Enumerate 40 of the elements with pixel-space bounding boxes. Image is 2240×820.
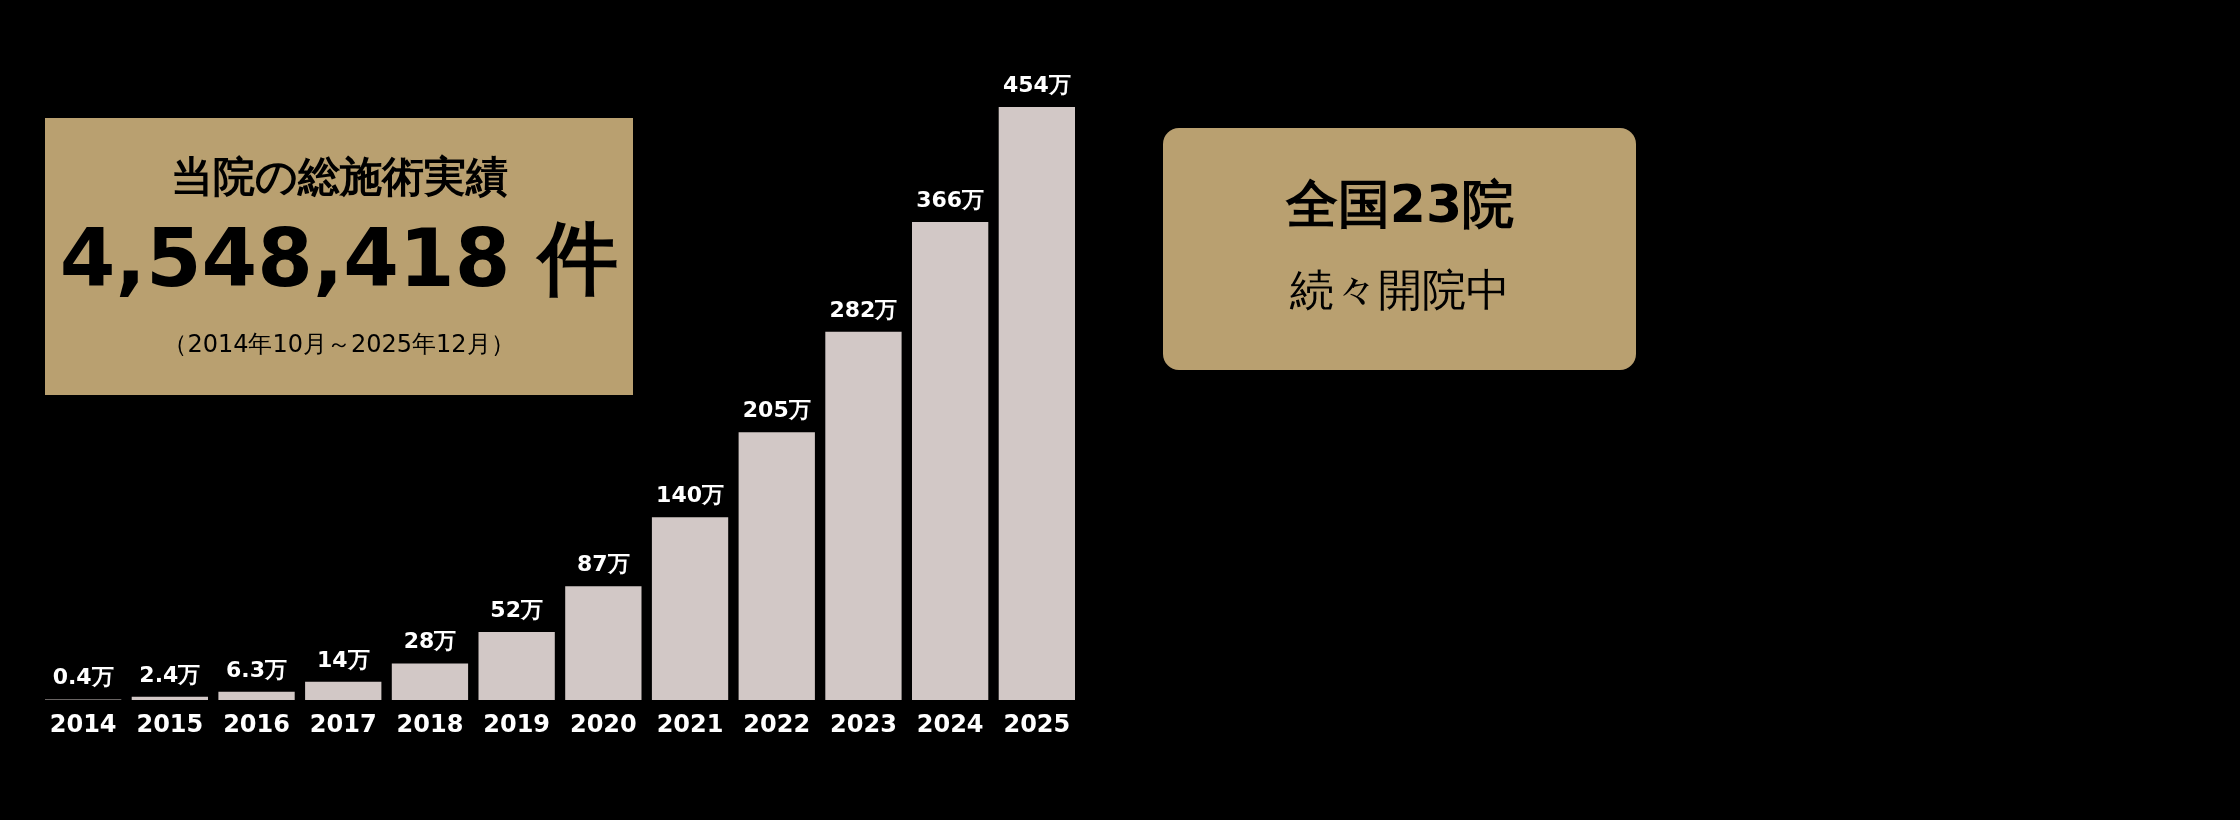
data-label: 52万 — [490, 597, 543, 623]
data-label: 366万 — [916, 186, 985, 212]
data-label: 282万 — [829, 296, 898, 322]
bar — [825, 331, 902, 700]
x-tick-label: 2016 — [223, 709, 290, 738]
annotation: （2014年10月～2025年12月） — [163, 330, 515, 358]
bar — [565, 586, 642, 700]
x-tick-label: 2022 — [743, 709, 811, 738]
bar — [738, 432, 815, 700]
x-tick-label: 2025 — [1003, 709, 1071, 738]
data-label: 14万 — [316, 646, 370, 672]
x-tick-label: 2017 — [309, 709, 377, 738]
x-tick-label: 2021 — [656, 709, 724, 738]
bar — [912, 221, 989, 700]
bar — [998, 107, 1075, 700]
x-tick-label: 2015 — [136, 709, 204, 738]
data-label: 140万 — [656, 482, 725, 508]
x-tick-label: 2023 — [830, 709, 897, 738]
bar — [131, 696, 208, 700]
text: 全国23院 — [1284, 174, 1515, 234]
x-tick-label: 2024 — [916, 709, 984, 738]
data-label: 205万 — [742, 397, 811, 423]
bar — [651, 517, 729, 700]
text: 続々開院中 — [1289, 264, 1510, 315]
data-label: 87万 — [577, 551, 630, 577]
data-label: 454万 — [1002, 72, 1071, 97]
data-label: 0.4万 — [52, 664, 114, 690]
bar — [478, 632, 555, 700]
x-tick-label: 2014 — [49, 709, 117, 738]
bar — [218, 691, 295, 700]
x-tick-label: 2020 — [569, 709, 637, 738]
x-tick-label: 2019 — [483, 709, 551, 738]
data-label: 2.4万 — [139, 661, 201, 687]
data-label: 28万 — [403, 628, 457, 654]
text: 当院の総施術実績 — [170, 152, 508, 201]
bar — [305, 681, 382, 700]
x-tick-label: 2018 — [396, 709, 464, 738]
data-label: 6.3万 — [226, 656, 288, 682]
text: 4,548,418 件 — [59, 212, 619, 305]
bar — [391, 663, 469, 700]
